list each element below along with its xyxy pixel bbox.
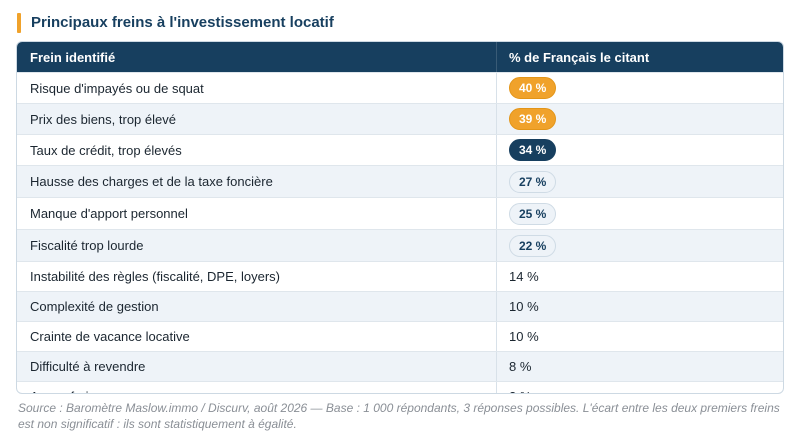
percent-value: 2 % xyxy=(509,389,531,393)
table-row: Hausse des charges et de la taxe foncièr… xyxy=(17,165,783,197)
source-note: Source : Baromètre Maslow.immo / Discurv… xyxy=(18,401,780,431)
percent-badge: 39 % xyxy=(509,108,557,130)
header-percent: % de Français le citant xyxy=(509,49,650,65)
percent-badge: 34 % xyxy=(509,139,557,161)
cell-frein: Instabilité des règles (fiscalité, DPE, … xyxy=(17,262,497,291)
title-accent-bar xyxy=(17,13,21,33)
table-row: Manque d'apport personnel 25 % xyxy=(17,197,783,229)
freins-table: Frein identifié % de Français le citant … xyxy=(16,41,784,394)
percent-badge: 40 % xyxy=(509,77,557,99)
table-row: Fiscalité trop lourde 22 % xyxy=(17,229,783,261)
table-header: Frein identifié % de Français le citant xyxy=(17,42,783,72)
cell-percent: 40 % xyxy=(497,73,783,103)
table-row: Aucun frein 2 % xyxy=(17,381,783,393)
cell-frein: Taux de crédit, trop élevés xyxy=(17,135,497,165)
percent-badge: 25 % xyxy=(509,202,557,225)
percent-badge: 27 % xyxy=(509,170,557,193)
percent-value: 8 % xyxy=(509,359,532,374)
cell-percent: 34 % xyxy=(497,135,783,165)
table-row: Crainte de vacance locative 10 % xyxy=(17,321,783,351)
cell-percent: 10 % xyxy=(497,292,783,321)
percent-value: 14 % xyxy=(509,269,539,284)
percent-value: 10 % xyxy=(509,329,539,344)
cell-percent: 25 % xyxy=(497,198,783,229)
cell-percent: 10 % xyxy=(497,322,783,351)
cell-frein: Prix des biens, trop élevé xyxy=(17,104,497,134)
cell-frein: Fiscalité trop lourde xyxy=(17,230,497,261)
cell-frein: Hausse des charges et de la taxe foncièr… xyxy=(17,166,497,197)
cell-frein: Aucun frein xyxy=(17,382,497,393)
cell-frein: Difficulté à revendre xyxy=(17,352,497,381)
header-frein: Frein identifié xyxy=(17,42,497,72)
table-row: Instabilité des règles (fiscalité, DPE, … xyxy=(17,261,783,291)
cell-frein: Crainte de vacance locative xyxy=(17,322,497,351)
cell-frein: Risque d'impayés ou de squat xyxy=(17,73,497,103)
cell-percent: 14 % xyxy=(497,262,783,291)
table-row: Risque d'impayés ou de squat 40 % xyxy=(17,72,783,103)
cell-percent: 22 % xyxy=(497,230,783,261)
page-title: Principaux freins à l'investissement loc… xyxy=(31,14,334,31)
table-row: Complexité de gestion 10 % xyxy=(17,291,783,321)
cell-frein: Manque d'apport personnel xyxy=(17,198,497,229)
percent-value: 10 % xyxy=(509,299,539,314)
cell-percent: 2 % xyxy=(497,382,783,393)
cell-frein: Complexité de gestion xyxy=(17,292,497,321)
table-row: Difficulté à revendre 8 % xyxy=(17,351,783,381)
table-row: Prix des biens, trop élevé 39 % xyxy=(17,103,783,134)
cell-percent: 8 % xyxy=(497,352,783,381)
percent-badge: 22 % xyxy=(509,234,557,257)
cell-percent: 39 % xyxy=(497,104,783,134)
table-row: Taux de crédit, trop élevés 34 % xyxy=(17,134,783,165)
table-body: Risque d'impayés ou de squat 40 % Prix des… xyxy=(17,72,783,393)
cell-percent: 27 % xyxy=(497,166,783,197)
